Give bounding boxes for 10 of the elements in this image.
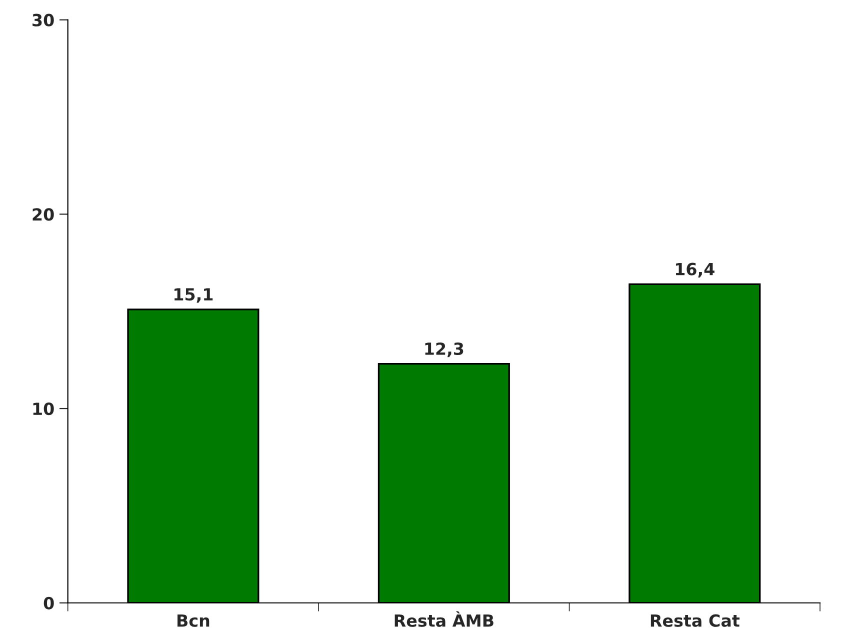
data-label: 12,3 [425,342,464,358]
data-label: 16,4 [676,262,714,278]
y-tick-label: 30 [32,14,54,26]
y-tick-label: 10 [33,402,54,416]
data-label: 15,1 [174,288,213,303]
x-tick-label: Bcn [178,614,210,627]
y-tick-label: 0 [44,596,54,610]
x-tick-label: Resta ÀMB [394,611,494,627]
x-tick-label: Resta Cat [650,614,740,627]
y-tick-label: 20 [32,208,54,221]
